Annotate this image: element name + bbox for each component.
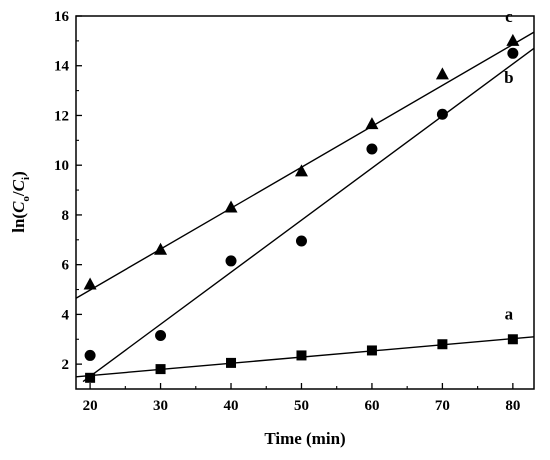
data-point-b xyxy=(436,108,448,120)
y-tick-label: 8 xyxy=(62,208,70,224)
data-point-a xyxy=(296,350,307,361)
y-axis-title-slash: / xyxy=(9,191,28,197)
series-label-b: b xyxy=(504,68,513,87)
y-axis-title-c2: C xyxy=(9,179,28,191)
data-point-b xyxy=(507,47,519,59)
data-point-c xyxy=(83,277,97,290)
y-tick-label: 6 xyxy=(62,258,70,274)
x-axis-title: Time (min) xyxy=(264,429,345,448)
data-point-b xyxy=(155,330,167,342)
data-point-c xyxy=(506,33,520,46)
x-tick-label: 30 xyxy=(153,398,168,414)
x-ticks: 20 30 40 50 60 70 80 xyxy=(83,383,520,414)
fit-line-b xyxy=(82,47,535,383)
fit-line-c xyxy=(75,31,535,299)
data-point-a xyxy=(85,372,96,383)
data-point-a xyxy=(507,334,518,345)
y-tick-label: 12 xyxy=(54,108,69,124)
plot-frame xyxy=(75,15,535,390)
y-axis-title-sub-i: i xyxy=(20,177,32,180)
y-tick-label: 10 xyxy=(54,158,69,174)
y-axis-title: ln(Co/Ci) xyxy=(9,171,32,233)
fit-lines xyxy=(75,31,535,383)
y-ticks: 2 4 6 8 10 12 14 16 xyxy=(54,9,82,373)
data-point-a xyxy=(226,357,237,368)
data-point-b xyxy=(366,143,378,155)
y-axis-title-suffix: ) xyxy=(9,171,28,177)
y-tick-label: 14 xyxy=(54,59,70,75)
data-point-c xyxy=(365,117,379,130)
y-axis-title-prefix: ln( xyxy=(9,213,28,233)
markers xyxy=(83,33,520,383)
x-tick-label: 20 xyxy=(83,398,98,414)
data-point-c xyxy=(154,242,168,255)
series-label-a: a xyxy=(505,304,514,323)
y-tick-label: 2 xyxy=(62,357,70,373)
data-point-c xyxy=(294,164,308,177)
data-point-b xyxy=(225,255,237,267)
data-point-b xyxy=(84,349,96,361)
y-axis-title-sub-o: o xyxy=(20,196,32,202)
data-point-a xyxy=(155,364,166,375)
x-tick-label: 70 xyxy=(435,398,450,414)
data-point-a xyxy=(437,339,448,350)
data-point-c xyxy=(435,67,449,80)
data-point-b xyxy=(295,235,307,247)
data-point-a xyxy=(366,345,377,356)
x-tick-label: 50 xyxy=(294,398,309,414)
series-label-c: c xyxy=(505,7,513,26)
x-tick-label: 80 xyxy=(505,398,520,414)
x-tick-label: 40 xyxy=(224,398,239,414)
y-tick-label: 16 xyxy=(54,9,70,25)
x-tick-label: 60 xyxy=(364,398,379,414)
y-axis-title-c: C xyxy=(9,201,28,213)
y-tick-label: 4 xyxy=(62,307,70,323)
data-point-c xyxy=(224,200,238,213)
series-labels: a b c xyxy=(504,7,513,323)
